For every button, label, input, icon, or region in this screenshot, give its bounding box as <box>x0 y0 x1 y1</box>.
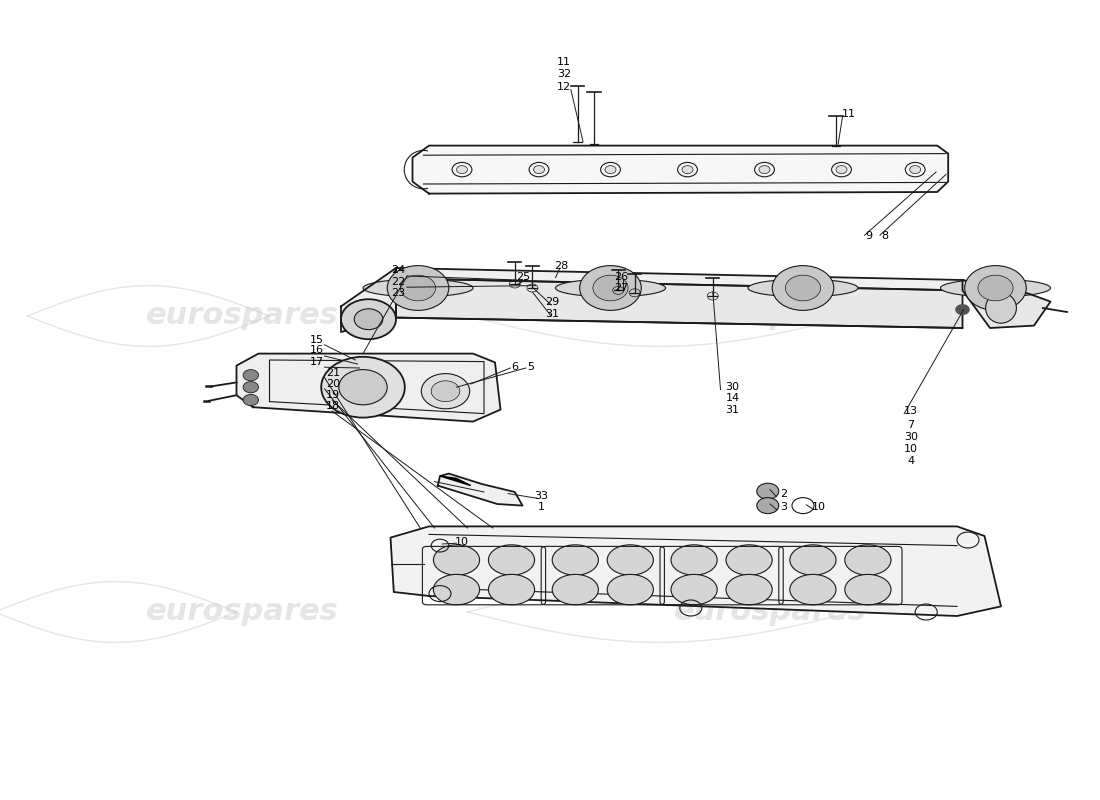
Text: 10: 10 <box>904 444 917 454</box>
Text: 30: 30 <box>726 382 739 392</box>
Ellipse shape <box>845 545 891 575</box>
Ellipse shape <box>552 545 598 575</box>
Ellipse shape <box>607 545 653 575</box>
Circle shape <box>759 166 770 174</box>
Ellipse shape <box>940 279 1050 297</box>
Text: 13: 13 <box>904 406 917 416</box>
Polygon shape <box>390 526 1001 616</box>
Text: 9: 9 <box>866 231 872 241</box>
Ellipse shape <box>790 545 836 575</box>
Ellipse shape <box>556 279 666 297</box>
Circle shape <box>456 166 468 174</box>
Circle shape <box>431 381 460 402</box>
Text: eurospares: eurospares <box>145 598 339 626</box>
Polygon shape <box>341 268 396 332</box>
Text: 11: 11 <box>558 57 571 66</box>
Text: 18: 18 <box>327 402 340 411</box>
Circle shape <box>605 166 616 174</box>
Circle shape <box>682 166 693 174</box>
Text: 32: 32 <box>558 70 571 79</box>
Text: eurospares: eurospares <box>673 598 867 626</box>
Ellipse shape <box>488 545 535 575</box>
Circle shape <box>580 266 641 310</box>
Ellipse shape <box>433 545 480 575</box>
Polygon shape <box>396 278 962 328</box>
Text: 7: 7 <box>908 420 914 430</box>
Polygon shape <box>396 268 962 290</box>
Ellipse shape <box>363 279 473 297</box>
Text: 10: 10 <box>812 502 825 512</box>
Circle shape <box>341 299 396 339</box>
Text: 11: 11 <box>843 110 856 119</box>
Text: 27: 27 <box>615 283 628 293</box>
Text: 14: 14 <box>726 394 739 403</box>
Text: 21: 21 <box>327 368 340 378</box>
Polygon shape <box>412 146 948 194</box>
Circle shape <box>354 309 383 330</box>
Circle shape <box>757 498 779 514</box>
Text: 19: 19 <box>327 390 340 400</box>
Text: 20: 20 <box>327 379 340 389</box>
Ellipse shape <box>671 545 717 575</box>
Text: 15: 15 <box>310 335 323 345</box>
Ellipse shape <box>986 293 1016 323</box>
Text: 25: 25 <box>517 272 530 282</box>
Circle shape <box>965 266 1026 310</box>
Circle shape <box>243 394 258 406</box>
Ellipse shape <box>748 279 858 297</box>
Circle shape <box>534 166 544 174</box>
Ellipse shape <box>671 574 717 605</box>
Circle shape <box>421 374 470 409</box>
Text: 10: 10 <box>455 537 469 546</box>
Text: 29: 29 <box>546 298 559 307</box>
Text: 12: 12 <box>558 82 571 92</box>
Text: eurospares: eurospares <box>673 302 867 330</box>
Text: 31: 31 <box>726 405 739 414</box>
Circle shape <box>785 275 821 301</box>
Circle shape <box>400 275 436 301</box>
Text: 1: 1 <box>538 502 544 512</box>
Text: 4: 4 <box>908 456 914 466</box>
Text: 33: 33 <box>535 491 548 501</box>
Circle shape <box>339 370 387 405</box>
Text: 5: 5 <box>527 362 534 372</box>
Text: 2: 2 <box>780 490 786 499</box>
Text: 16: 16 <box>310 346 323 355</box>
Circle shape <box>910 166 921 174</box>
Ellipse shape <box>726 574 772 605</box>
Ellipse shape <box>726 545 772 575</box>
Ellipse shape <box>488 574 535 605</box>
Text: 8: 8 <box>881 231 888 241</box>
Text: 31: 31 <box>546 309 559 318</box>
Circle shape <box>772 266 834 310</box>
Ellipse shape <box>790 574 836 605</box>
Ellipse shape <box>433 574 480 605</box>
Text: 17: 17 <box>310 357 323 366</box>
Text: 3: 3 <box>780 502 786 512</box>
Circle shape <box>978 275 1013 301</box>
Circle shape <box>593 275 628 301</box>
Text: 26: 26 <box>615 272 628 282</box>
Text: 28: 28 <box>554 261 568 270</box>
Text: 30: 30 <box>904 432 917 442</box>
Circle shape <box>243 370 258 381</box>
Text: eurospares: eurospares <box>145 302 339 330</box>
Circle shape <box>243 382 258 393</box>
Polygon shape <box>438 474 522 506</box>
Polygon shape <box>236 354 500 422</box>
Polygon shape <box>962 280 1050 328</box>
Ellipse shape <box>845 574 891 605</box>
Text: 23: 23 <box>392 288 405 298</box>
Text: 24: 24 <box>392 266 405 275</box>
Text: 22: 22 <box>392 277 405 286</box>
Ellipse shape <box>607 574 653 605</box>
Polygon shape <box>440 476 471 486</box>
Circle shape <box>836 166 847 174</box>
Text: 6: 6 <box>512 362 518 372</box>
Ellipse shape <box>552 574 598 605</box>
Circle shape <box>956 305 969 314</box>
Circle shape <box>757 483 779 499</box>
Circle shape <box>321 357 405 418</box>
Circle shape <box>387 266 449 310</box>
